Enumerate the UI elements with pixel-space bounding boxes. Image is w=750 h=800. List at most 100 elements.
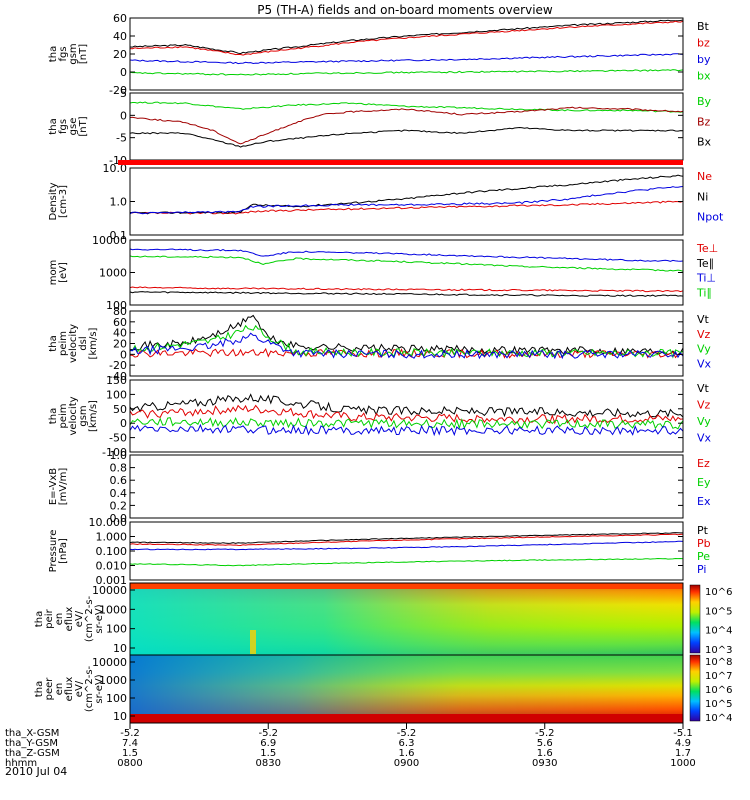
tick-label: 0.0 — [110, 512, 128, 525]
x-tick-label: 1.5 — [122, 748, 138, 759]
tick-label: 50 — [113, 403, 127, 416]
x-tick-label: -5.1 — [673, 728, 693, 739]
y-axis-label: sr-eV) — [94, 674, 105, 703]
legend-bx: bx — [697, 70, 711, 83]
colorbar-tick: 10^6 — [705, 685, 732, 696]
y-axis-label: fgs — [58, 119, 69, 134]
tick-label: 0.100 — [96, 545, 128, 558]
x-tick-label: 1.7 — [675, 748, 691, 759]
y-axis-label: E=-VxB — [48, 468, 59, 505]
y-axis-label: peim — [58, 403, 69, 428]
tick-label: 1.0 — [110, 449, 128, 462]
tick-label: 10000 — [92, 584, 127, 597]
x-row-label: tha_X-GSM — [5, 728, 59, 739]
y-axis-label: peim — [58, 331, 69, 356]
legend-Bz: Bz — [697, 115, 711, 128]
colorbar-tick: 10^8 — [705, 657, 732, 668]
tick-label: 10 — [113, 642, 127, 655]
y-axis-label: peer — [44, 677, 55, 701]
series-fgs_gsm-1 — [129, 20, 684, 56]
legend-Vy: Vy — [697, 415, 711, 428]
tick-label: 0.8 — [110, 462, 128, 475]
legend-bz: bz — [697, 37, 710, 50]
series-fgs_gse-0 — [129, 101, 684, 113]
tick-label: 1.0 — [110, 196, 128, 209]
tick-label: 10000 — [92, 234, 127, 247]
colorbar-tick: 10^5 — [705, 606, 732, 617]
tick-label: -20 — [109, 84, 127, 97]
legend-Ne: Ne — [697, 170, 712, 183]
series-fgs_gsm-3 — [129, 69, 684, 76]
tick-label: -40 — [109, 370, 127, 383]
legend-Vx: Vx — [697, 432, 712, 445]
series-vel_gsm-2 — [129, 416, 684, 430]
tick-label: 100 — [106, 299, 127, 312]
y-axis-label: [nPa] — [58, 538, 69, 564]
legend-Pi: Pi — [697, 563, 706, 576]
tick-label: 1000 — [99, 267, 127, 280]
date-label: 2010 Jul 04 — [5, 765, 67, 778]
series-vel_gsm-0 — [129, 393, 684, 418]
chart-title: P5 (TH-A) fields and on-board moments ov… — [257, 3, 553, 17]
y-axis-label: en — [54, 613, 65, 626]
legend-Vx: Vx — [697, 357, 712, 370]
series-temp-1 — [129, 291, 684, 297]
tick-label: 10 — [113, 710, 127, 723]
x-tick-label: 6.3 — [399, 738, 415, 749]
tick-label: 60 — [113, 12, 127, 25]
plot-panels: 6040200-20thafgsgsm[nT]Btbzbybx50-5-10th… — [48, 12, 724, 587]
electron-colorbar — [689, 654, 701, 722]
y-axis-label: [km/s] — [88, 327, 99, 359]
panel-temp: 10000 1000 100 mom [eV] Te⊥ Te∥ Ti⊥Ti∥ — [48, 234, 718, 312]
tick-label: 0.1 — [110, 229, 128, 242]
tick-label: 40 — [113, 30, 127, 43]
y-axis-label: velocity — [68, 396, 79, 435]
y-axis-label: (cm^2-s- — [84, 595, 95, 642]
series-density-0 — [129, 200, 684, 215]
y-axis-label: tha — [48, 408, 59, 424]
legend-Pb: Pb — [697, 537, 711, 550]
legend-Bt: Bt — [697, 20, 710, 33]
legend-Ti⊥: Ti⊥ — [696, 272, 716, 285]
y-axis-label: fgs — [58, 46, 69, 61]
tick-label: 20 — [113, 338, 127, 351]
tick-label: 1000 — [99, 603, 127, 616]
series-temp-0 — [129, 286, 684, 293]
legend-Bx: Bx — [697, 136, 712, 149]
y-axis-label: en — [54, 683, 65, 696]
colorbar-tick: 10^6 — [705, 587, 732, 598]
tick-label: 60 — [113, 316, 127, 329]
x-tick-label: 0830 — [256, 758, 281, 769]
tick-label: 0.010 — [96, 560, 128, 573]
series-fgs_gse-1 — [129, 106, 684, 145]
tick-label: 10000 — [92, 656, 127, 669]
tick-label: 5 — [120, 87, 127, 100]
y-axis-label: tha — [48, 46, 59, 62]
legend-Vz: Vz — [697, 399, 711, 412]
tick-label: 100 — [106, 623, 127, 636]
y-axis-label: gse — [68, 118, 79, 136]
tick-label: 0.4 — [110, 487, 128, 500]
series-pressure-1 — [129, 533, 684, 547]
x-row-label: hhmm — [5, 758, 37, 769]
x-tick-label: -5.2 — [397, 728, 417, 739]
tick-label: 10.000 — [89, 516, 128, 529]
legend-By: By — [697, 95, 712, 108]
x-tick-label: 1.6 — [399, 748, 415, 759]
colorbar-tick: 10^4 — [705, 626, 732, 637]
y-axis-label: eV/ — [74, 610, 85, 627]
x-tick-label: 1.6 — [537, 748, 553, 759]
x-tick-label: 0900 — [394, 758, 419, 769]
legend-Vy: Vy — [697, 343, 711, 356]
colorbar-tick: 10^3 — [705, 645, 732, 656]
x-tick-label: -5.2 — [258, 728, 278, 739]
tick-label: 100 — [106, 692, 127, 705]
series-vel_dsl-0 — [129, 314, 684, 356]
tick-label: 20 — [113, 48, 127, 61]
y-axis-label: gsm — [78, 405, 89, 426]
tick-label: 80 — [113, 305, 127, 318]
separator-bar — [118, 160, 683, 165]
